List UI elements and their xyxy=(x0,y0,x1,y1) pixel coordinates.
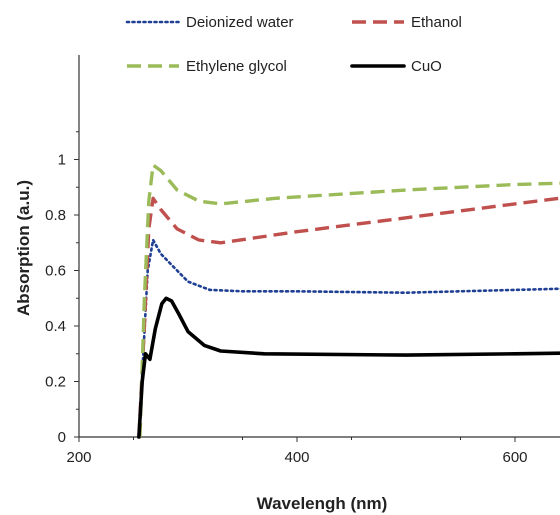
y-tick-label: 0.4 xyxy=(45,318,66,335)
series-line-ethanol xyxy=(137,196,560,438)
y-tick-label: 0.6 xyxy=(45,263,66,280)
x-tick-label: 400 xyxy=(284,449,309,466)
y-tick-label: 0.2 xyxy=(45,374,66,391)
legend-label-cuo: CuO xyxy=(411,58,442,75)
legend-label-deionized-water: Deionized water xyxy=(186,14,294,31)
axes: 200400600800100000.20.40.60.81 xyxy=(45,55,560,466)
series-layer xyxy=(137,163,560,439)
series-line-deionized-water xyxy=(137,238,560,439)
y-tick-label: 0.8 xyxy=(45,207,66,224)
legend-label-ethanol: Ethanol xyxy=(411,14,462,31)
legend: Deionized water Ethanol Ethylene glycol CuO xyxy=(125,14,462,75)
x-axis-title: Wavelengh (nm) xyxy=(257,494,388,513)
y-axis-title: Absorption (a.u.) xyxy=(14,180,33,316)
series-line-ethylene-glycol xyxy=(138,163,560,438)
y-tick-label: 0 xyxy=(58,429,66,446)
series-line-cuo xyxy=(137,296,560,439)
legend-label-ethylene-glycol: Ethylene glycol xyxy=(186,58,287,75)
y-tick-label: 1 xyxy=(58,152,66,169)
x-tick-label: 200 xyxy=(66,449,91,466)
x-tick-label: 600 xyxy=(502,449,527,466)
